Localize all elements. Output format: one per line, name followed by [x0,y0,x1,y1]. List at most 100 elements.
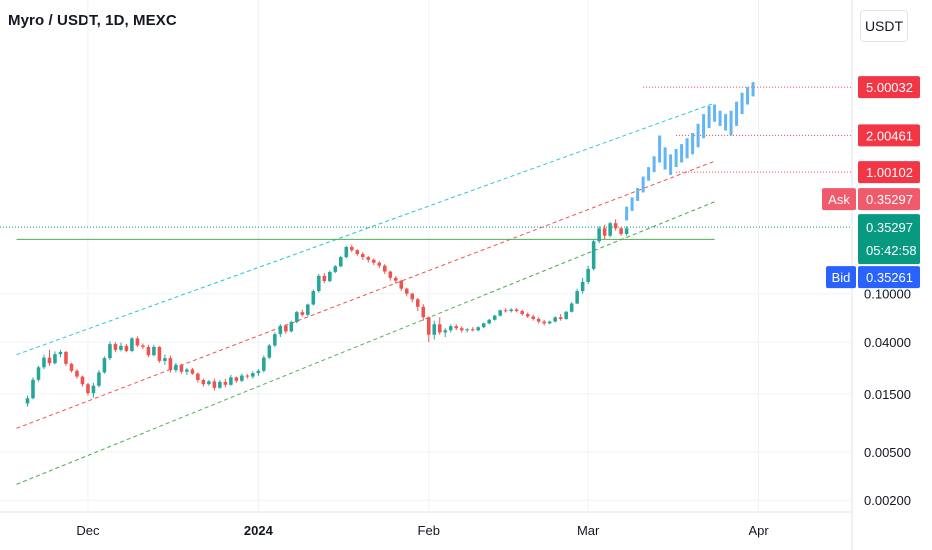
candle-body [119,345,123,350]
candle-body [503,310,508,312]
candle-body [64,351,68,364]
candle-body [223,381,228,385]
projection-bar [691,132,695,155]
candle-body [382,265,387,272]
candle-body [597,228,601,242]
candle-body [91,385,96,394]
candle-body [317,275,321,292]
candle-body [75,370,79,377]
candle-body [350,247,354,251]
candle-body [311,291,316,305]
candle-body [361,254,365,258]
projection-bar [724,114,728,131]
candle-body [377,262,382,266]
candle-body [454,326,459,329]
candle-body [602,228,607,236]
projection-bar [702,114,706,139]
candle-body [47,357,52,364]
candle-body [31,379,35,399]
candle-body [410,293,415,300]
currency-button[interactable]: USDT [860,10,908,42]
projection-bars [625,82,755,221]
candle-body [25,398,30,404]
candle-body [476,327,481,331]
candle-body [470,329,475,331]
ask-price-label [858,188,920,211]
candle-body [322,275,327,282]
candle-body [575,291,579,304]
candle-body [201,379,206,385]
last-price-label [858,214,920,265]
candle-body [366,257,371,260]
candle-body [80,376,85,385]
candle-body [613,223,618,229]
price-labels: 5.00032 2.00461 1.00102 Ask 0.35297 0.35297 05… [822,76,920,289]
target-price-text: 2.00461 [866,128,913,143]
candle-body [514,309,519,312]
projection-bar [674,148,678,168]
projection-bar [685,138,689,159]
candle-body [344,247,349,258]
candle-body [152,346,156,356]
projection-bar [746,87,750,105]
candle-body [432,324,437,335]
candle-body [393,277,398,281]
candle-body [459,328,464,331]
x-tick-label: Feb [418,523,440,538]
x-tick-label: Apr [748,523,769,538]
bid-tag [826,266,856,289]
candle-body [69,363,74,371]
candle-body [58,351,63,355]
candle-body [135,338,140,346]
candle-body [36,367,41,380]
projection-bar [636,188,640,201]
projection-bar [751,82,755,97]
candle-body [580,281,585,292]
candle-body [229,377,233,385]
target-price-text: 1.00102 [866,165,913,180]
projection-bar [658,135,662,163]
candle-body [586,268,590,282]
candle-body [146,346,151,356]
candles [25,219,629,407]
projection-bar [663,147,667,170]
candle-body [355,250,360,255]
candle-body [487,319,491,324]
projection-bar [641,176,645,193]
projection-bar [625,206,629,221]
candle-body [553,317,557,322]
candle-body [509,309,513,312]
candle-body [267,345,272,358]
ask-tag-text: Ask [828,192,850,207]
candle-body [240,375,244,381]
candle-body [437,324,442,333]
y-tick-label: 0.04000 [864,335,911,350]
candle-body [179,364,184,372]
projection-bar [652,156,656,173]
candle-body [306,304,310,315]
candle-body [569,303,574,312]
candle-body [443,330,448,333]
candle-body [481,323,486,328]
candle-body [531,316,535,319]
chart-title: Myro / USDT, 1D, MEXC [8,12,177,29]
candle-body [525,314,530,317]
candle-body [278,325,283,335]
target-price-label [858,124,920,147]
candle-body [157,346,162,361]
projection-bar [713,104,717,122]
bid-price-label [858,266,920,289]
candle-body [262,357,266,371]
projection-bar [729,110,733,136]
candle-body [86,384,90,394]
axes: 0.00200 0.00500 0.01500 0.04000 0.10000 5.000… [76,80,911,538]
candle-body [415,299,420,307]
candle-body [404,288,409,294]
candle-body [619,228,623,234]
target-price-text: 5.00032 [866,80,913,95]
candle-body [234,377,239,381]
y-tick-label: 0.00200 [864,493,911,508]
candle-body [256,370,261,374]
